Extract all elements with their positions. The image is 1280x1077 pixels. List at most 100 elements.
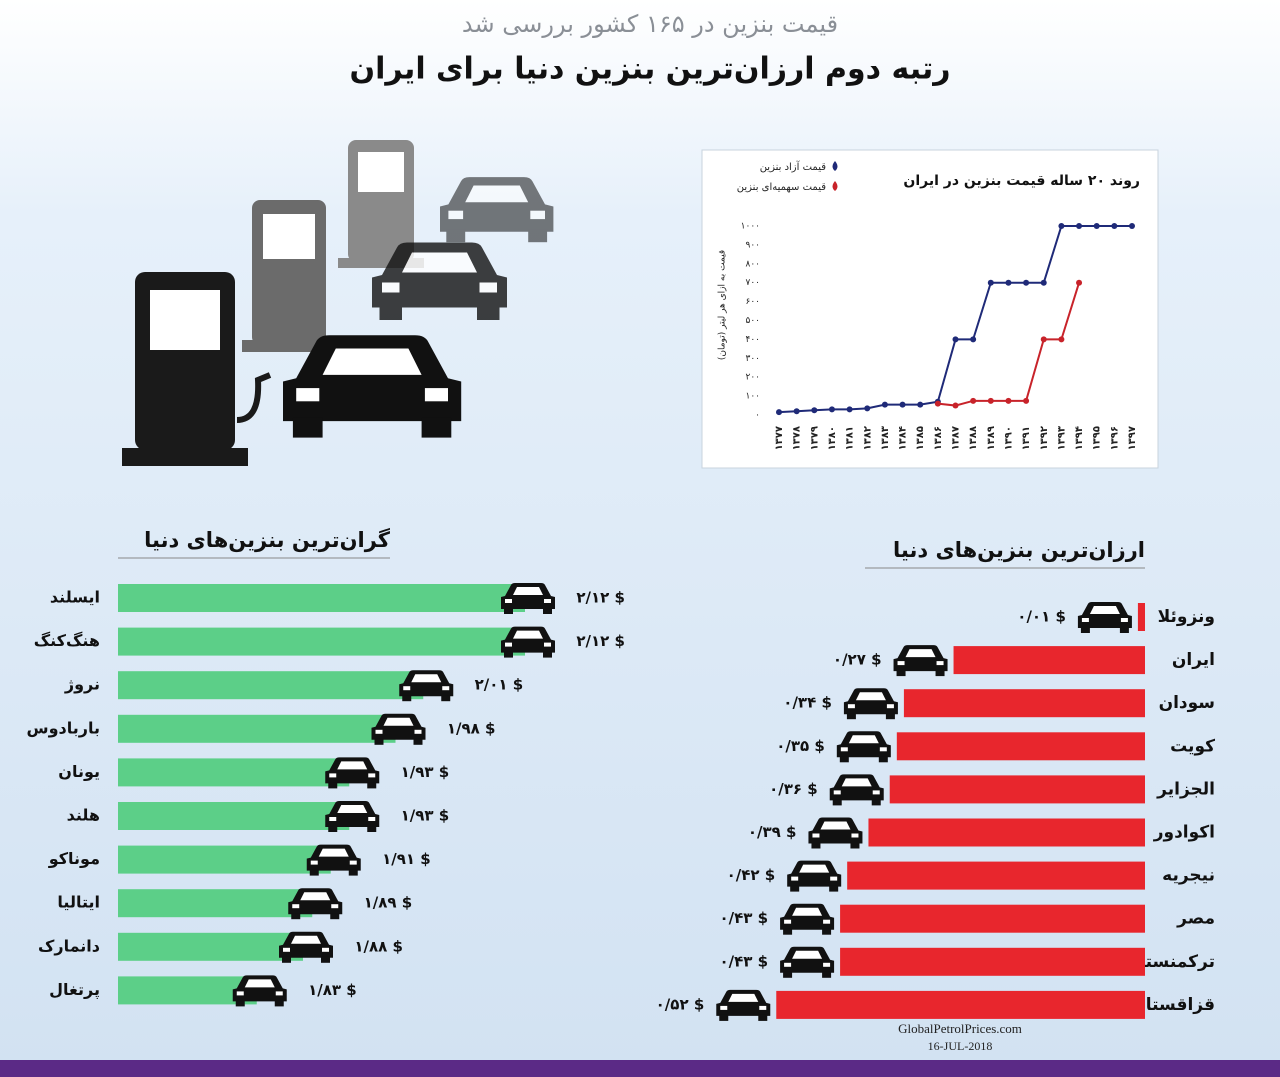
legend-marker xyxy=(832,181,838,191)
line-point xyxy=(987,397,994,404)
line-point xyxy=(1076,279,1083,286)
line-point xyxy=(970,397,977,404)
bar xyxy=(118,889,313,918)
value-label: ۰/۲۷ $ xyxy=(833,651,882,669)
bar xyxy=(903,689,1145,718)
bottom-band xyxy=(0,1060,1280,1077)
bar xyxy=(847,861,1145,890)
category-label: هنگ‌کنگ xyxy=(34,631,100,650)
y-tick-label: ۷۰۰ xyxy=(745,278,760,288)
category-label: نروژ xyxy=(64,675,100,694)
legend-marker xyxy=(832,161,838,171)
subtitle: قیمت بنزین در ۱۶۵ کشور بررسی شد xyxy=(462,10,838,38)
source-site: GlobalPetrolPrices.com xyxy=(898,1021,1022,1036)
x-tick-label: ۱۳۸۲ xyxy=(862,426,873,450)
x-tick-label: ۱۳۸۷ xyxy=(951,426,962,450)
y-tick-label: ۹۰۰ xyxy=(745,240,760,250)
category-label: قزاقستان xyxy=(1131,995,1215,1015)
line-point xyxy=(934,400,941,407)
line-point xyxy=(811,407,818,414)
x-tick-label: ۱۳۸۱ xyxy=(845,426,856,450)
value-label: ۱/۹۸ $ xyxy=(447,719,496,737)
x-tick-label: ۱۳۹۵ xyxy=(1092,426,1103,450)
x-tick-label: ۱۳۹۲ xyxy=(1039,426,1050,450)
title: رتبه دوم ارزان‌ترین بنزین دنیا برای ایرا… xyxy=(350,52,951,87)
bar xyxy=(118,932,303,961)
y-tick-label: ۶۰۰ xyxy=(745,297,760,307)
y-tick-label: ۴۰۰ xyxy=(745,335,760,345)
category-label: ونزوئلا xyxy=(1158,607,1215,627)
value-label: ۱/۹۳ $ xyxy=(401,807,450,825)
line-point xyxy=(1058,336,1065,343)
category-label: پرتغال xyxy=(49,980,100,1000)
category-label: سودان xyxy=(1159,693,1215,713)
value-label: ۱/۸۹ $ xyxy=(364,894,413,912)
line-point xyxy=(1058,223,1065,229)
line-point xyxy=(1005,397,1012,404)
line-point xyxy=(1040,279,1047,286)
category-label: الجزایر xyxy=(1156,779,1215,799)
value-label: ۰/۳۹ $ xyxy=(748,823,797,841)
x-tick-label: ۱۳۷۹ xyxy=(809,426,820,450)
bar xyxy=(118,671,424,700)
value-label: ۰/۳۶ $ xyxy=(769,780,818,798)
line-point xyxy=(1093,223,1100,229)
y-tick-label: ۱۰۰۰ xyxy=(741,222,760,232)
x-tick-label: ۱۳۸۳ xyxy=(880,426,891,450)
bar xyxy=(953,646,1145,675)
line-chart-panel xyxy=(701,149,1159,469)
value-label: ۱/۸۳ $ xyxy=(308,981,357,999)
x-tick-label: ۱۳۹۴ xyxy=(1074,426,1085,450)
line-point xyxy=(1129,223,1135,229)
line-point xyxy=(970,336,977,343)
line-point xyxy=(846,406,853,413)
line-point xyxy=(1040,336,1047,343)
line-point xyxy=(899,401,906,408)
category-label: موناکو xyxy=(48,849,100,868)
x-tick-label: ۱۳۸۰ xyxy=(827,426,838,450)
value-label: ۰/۳۴ $ xyxy=(783,694,832,712)
bar xyxy=(896,732,1145,761)
value-label: ۰/۴۳ $ xyxy=(719,952,768,970)
x-tick-label: ۱۳۸۵ xyxy=(915,426,926,450)
value-label: ۲/۰۱ $ xyxy=(475,676,524,694)
category-label: هلند xyxy=(67,806,100,825)
bar xyxy=(118,802,350,830)
source-date: 16-JUL-2018 xyxy=(928,1039,993,1053)
value-label: ۱/۸۸ $ xyxy=(354,937,403,955)
category-label: کویت xyxy=(1170,736,1215,756)
category-label: ایران xyxy=(1172,650,1215,670)
y-tick-label: ۳۰۰ xyxy=(745,354,760,364)
y-tick-label: ۲۰۰ xyxy=(745,373,760,383)
bar xyxy=(868,818,1145,847)
line-point xyxy=(828,406,835,413)
bar xyxy=(118,627,525,656)
illustration xyxy=(122,140,554,466)
line-point xyxy=(1005,279,1012,286)
bar xyxy=(118,845,331,874)
x-tick-label: ۱۳۹۰ xyxy=(1003,426,1014,450)
category-label: نیجریه xyxy=(1162,866,1215,886)
value-label: ۱/۹۳ $ xyxy=(401,763,450,781)
line-point xyxy=(776,409,782,416)
category-label: مصر xyxy=(1176,909,1215,929)
value-label: ۰/۵۲ $ xyxy=(656,995,705,1013)
category-label: ایتالیا xyxy=(57,893,100,912)
bar xyxy=(840,904,1145,933)
x-tick-label: ۱۳۸۸ xyxy=(968,426,979,450)
bar xyxy=(840,947,1145,976)
bar xyxy=(1137,603,1145,631)
category-label: ایسلند xyxy=(50,588,100,607)
line-point xyxy=(952,336,959,343)
line-point xyxy=(1076,223,1083,229)
bar xyxy=(776,990,1145,1019)
x-tick-label: ۱۳۸۶ xyxy=(933,426,944,450)
y-axis-label: قیمت به ازای هر لیتر (تومان) xyxy=(718,250,728,360)
y-tick-label: ۵۰۰ xyxy=(745,316,760,326)
x-tick-label: ۱۳۹۱ xyxy=(1021,426,1032,450)
y-tick-label: ۱۰۰ xyxy=(745,392,760,402)
line-chart-title: روند ۲۰ ساله قیمت بنزین در ایران xyxy=(903,173,1140,189)
value-label: ۱/۹۱ $ xyxy=(382,850,431,868)
category-label: باربادوس xyxy=(27,718,100,737)
